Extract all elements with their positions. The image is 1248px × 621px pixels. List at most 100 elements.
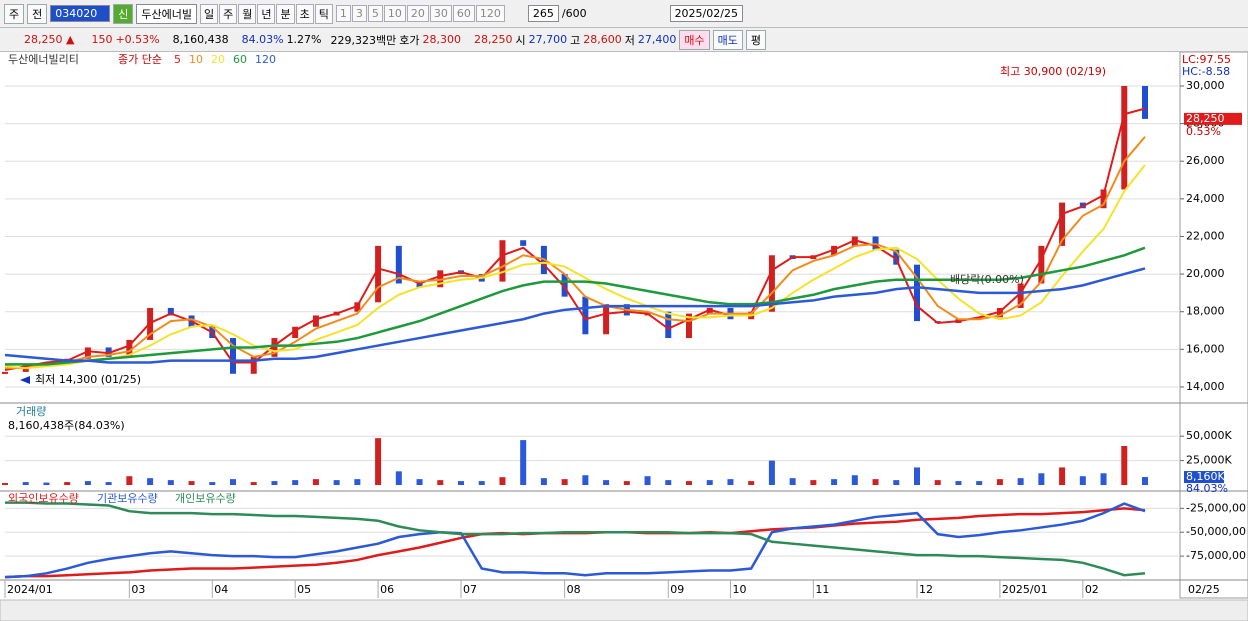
annotation: 84.03% xyxy=(1186,482,1228,495)
annotation: 8,160K xyxy=(1186,470,1225,483)
volume-bar xyxy=(914,467,920,485)
legend-entry: 5 xyxy=(174,53,181,66)
buy[interactable]: 매수 xyxy=(679,29,710,50)
series-line xyxy=(4,164,1146,370)
x-last-label: 02/25 xyxy=(1188,583,1220,596)
annotation: 배당락(0.00%) xyxy=(950,273,1024,286)
candle xyxy=(893,249,900,265)
annotation: HC:-8.58 xyxy=(1182,65,1230,78)
series-line xyxy=(4,507,1146,579)
view[interactable]: 주 xyxy=(4,3,25,24)
candle xyxy=(84,347,91,359)
candle xyxy=(914,264,920,322)
volume-bar xyxy=(64,482,71,485)
date[interactable]: 2025/02/25 xyxy=(669,5,743,22)
legend-entry: 120 xyxy=(255,53,276,66)
chart-title: 거래량 xyxy=(16,405,46,418)
badge[interactable]: 신 xyxy=(113,3,134,24)
y-tick-label: 26,000 xyxy=(1186,154,1225,167)
volume-bar xyxy=(478,481,485,485)
tool-button[interactable]: 3 xyxy=(351,5,367,22)
tool-button[interactable]: 20 xyxy=(406,5,429,22)
candle xyxy=(1017,283,1024,308)
volume-bar xyxy=(437,480,444,485)
series-line xyxy=(5,136,1146,370)
volume-bar xyxy=(167,480,174,485)
volume-bar xyxy=(955,481,962,485)
y-tick-label: 20,000 xyxy=(1186,267,1225,280)
volume-bar xyxy=(499,477,506,485)
y-tick-label: 25,000K xyxy=(1186,454,1232,467)
candle xyxy=(1121,85,1128,190)
amount: 229,323백만 xyxy=(330,33,397,47)
candle xyxy=(395,245,402,284)
volume-bar xyxy=(540,478,547,485)
volume-bar xyxy=(395,471,402,485)
volume-badge xyxy=(1184,471,1224,484)
scrollbar[interactable] xyxy=(0,599,1248,621)
volume-bar xyxy=(872,479,879,485)
volume-bar xyxy=(375,438,382,485)
turnover: 84.03% xyxy=(241,33,284,46)
tool-button[interactable]: 일 xyxy=(199,3,219,24)
legend-entry: 20 xyxy=(211,53,225,66)
tool-button[interactable]: 10 xyxy=(383,5,406,22)
tool-button[interactable]: 주 xyxy=(219,3,238,24)
tool-button[interactable]: 월 xyxy=(238,3,257,24)
y-tick-label: 24,000 xyxy=(1186,192,1225,205)
candle xyxy=(582,296,589,335)
count[interactable]: 265 xyxy=(527,5,559,22)
x-tick-label: 11 xyxy=(815,583,829,596)
candle xyxy=(603,304,610,335)
bid: 28,250 xyxy=(474,33,513,46)
tool-button[interactable]: 120 xyxy=(475,5,505,22)
tool-button[interactable]: 60 xyxy=(452,5,475,22)
y-tick-label: 14,000 xyxy=(1186,380,1225,393)
avg[interactable]: 평 xyxy=(745,29,766,50)
volume-bar xyxy=(271,481,278,485)
prev[interactable]: 전 xyxy=(27,3,48,24)
sell[interactable]: 매도 xyxy=(712,29,743,50)
open-label: 시 xyxy=(515,33,526,47)
candle xyxy=(416,283,423,288)
legend-entry: 개인보유수량 xyxy=(175,492,236,505)
volume-bar xyxy=(996,479,1003,485)
tool-button[interactable]: 분 xyxy=(276,3,295,24)
arrow xyxy=(20,376,30,384)
x-tick-label: 03 xyxy=(131,583,145,596)
volume-bar xyxy=(644,476,651,485)
candle xyxy=(686,313,692,339)
tool-button[interactable]: 1 xyxy=(335,5,351,22)
rate: +0.53% xyxy=(115,33,160,46)
volume-bar xyxy=(851,475,858,485)
candle xyxy=(126,339,133,357)
x-tick-label: 10 xyxy=(732,583,746,596)
ask: 28,300 xyxy=(422,33,462,46)
candle xyxy=(2,371,8,374)
volume-bar xyxy=(810,480,817,485)
high-label: 고 xyxy=(570,33,581,47)
chart-subtitle: 8,160,438주(84.03%) xyxy=(8,419,125,432)
y-tick-label: -75,000,00 xyxy=(1186,549,1246,562)
volume-bar xyxy=(458,481,464,485)
tool-button[interactable]: 30 xyxy=(429,5,452,22)
tool-button[interactable]: 년 xyxy=(257,3,276,24)
series-line xyxy=(5,246,1146,366)
volume-bar xyxy=(22,482,29,485)
volume-bar xyxy=(893,480,900,485)
volume-bar xyxy=(126,476,133,485)
volume-bar xyxy=(354,479,361,485)
tool-button[interactable]: 초 xyxy=(295,3,314,24)
candle xyxy=(1059,202,1066,246)
low: 27,400 xyxy=(637,33,677,46)
code[interactable]: 034020 xyxy=(50,5,111,22)
tool-button[interactable]: 틱 xyxy=(314,3,333,24)
volume-bar xyxy=(727,479,734,485)
x-tick-label: 08 xyxy=(567,583,581,596)
volume: 8,160,438 xyxy=(172,33,229,46)
volume-bar xyxy=(1100,473,1107,485)
tool-button[interactable]: 5 xyxy=(367,5,383,22)
candle xyxy=(230,338,236,374)
